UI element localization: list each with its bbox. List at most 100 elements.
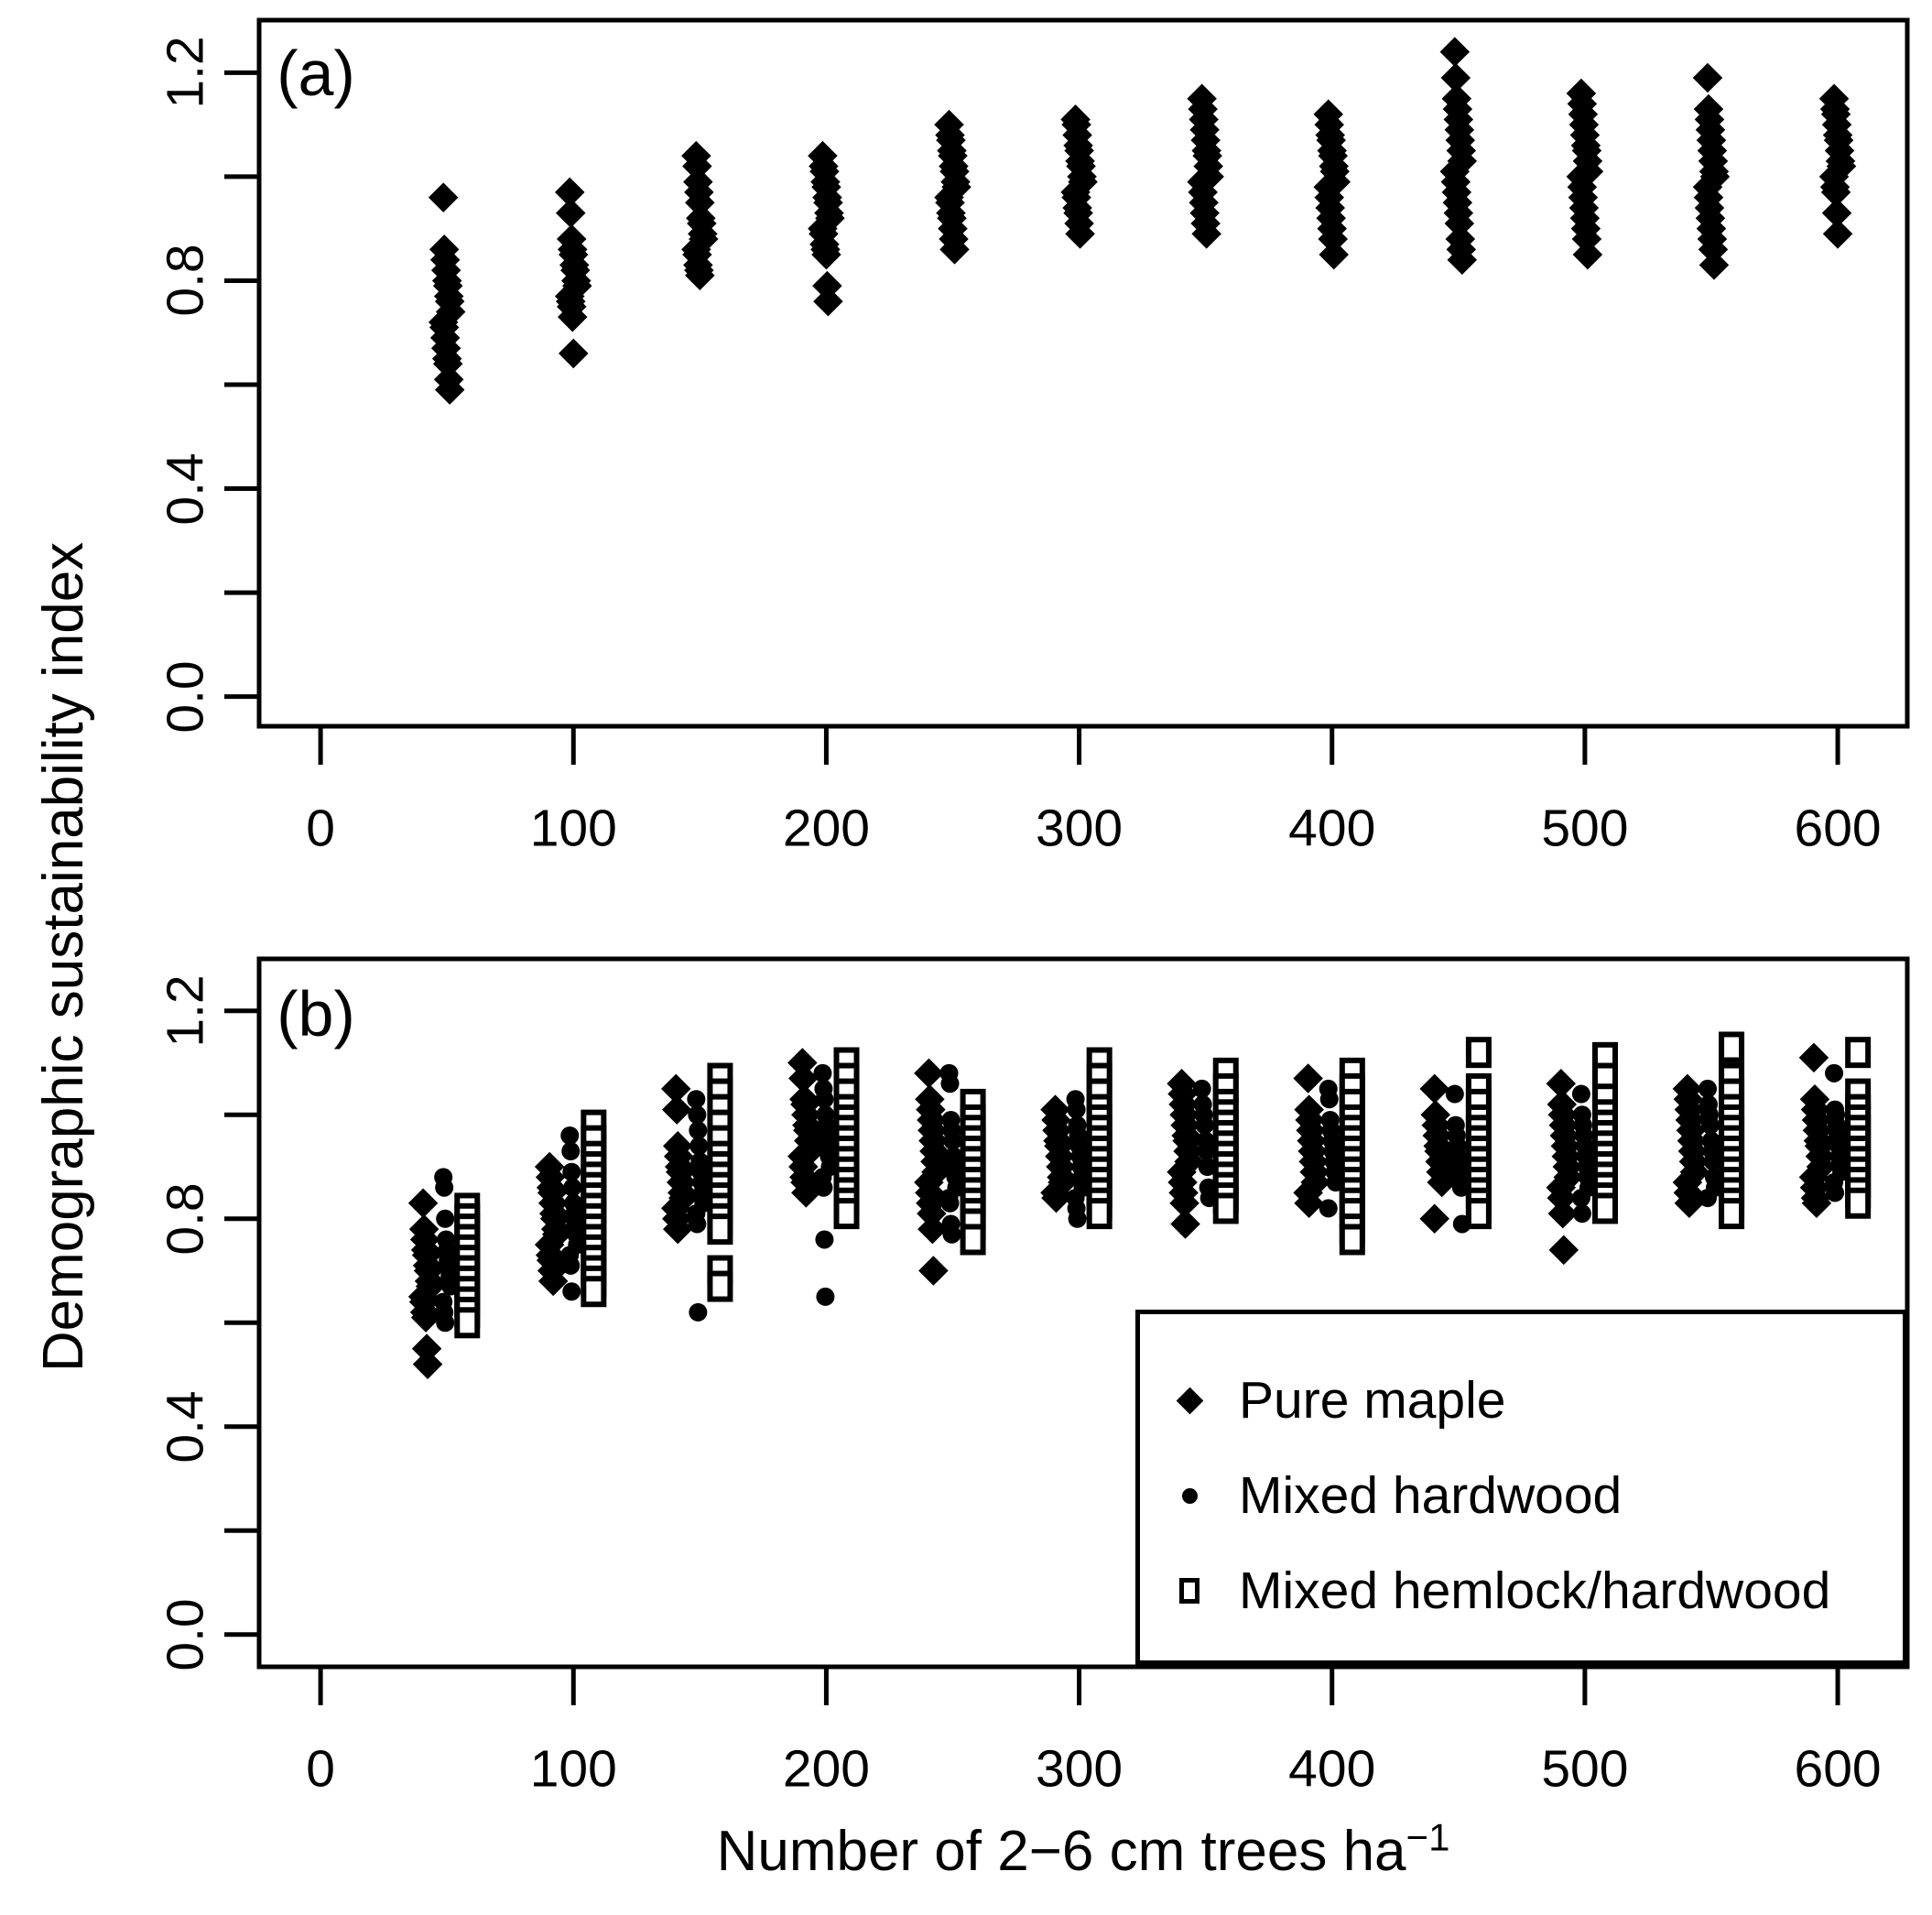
data-point-filled-dot — [688, 1214, 707, 1234]
data-point-open-square — [1719, 1031, 1745, 1063]
data-point-filled-dot — [436, 1209, 455, 1228]
data-point-open-square — [833, 1198, 860, 1230]
data-point-open-square — [1086, 1198, 1113, 1230]
data-point-filled-dot — [816, 1287, 835, 1306]
data-point-filled-dot — [562, 1162, 581, 1181]
data-point-filled-diamond — [662, 1213, 693, 1245]
x-tick-label: 600 — [1794, 1739, 1882, 1799]
data-point-filled-diamond — [410, 1302, 441, 1333]
data-point-filled-dot — [436, 1313, 455, 1333]
data-point-filled-diamond — [917, 1213, 948, 1245]
data-point-filled-dot — [1700, 1115, 1720, 1135]
y-tick-label: 0.0 — [156, 1598, 215, 1671]
y-tick-label: 0.4 — [156, 452, 215, 526]
data-point-filled-dot — [815, 1090, 834, 1109]
data-point-filled-diamond — [1440, 62, 1471, 93]
legend-row-mixed-hemlock-hardwood: Mixed hemlock/hardwood — [1140, 1543, 1903, 1638]
data-point-filled-dot — [814, 1178, 833, 1197]
data-point-filled-dot — [1192, 1079, 1211, 1098]
data-point-filled-dot — [1572, 1204, 1591, 1224]
x-tick-label: 400 — [1288, 799, 1376, 858]
data-point-filled-diamond — [1547, 1198, 1579, 1229]
data-point-filled-diamond — [1699, 250, 1730, 280]
data-point-filled-diamond — [939, 234, 970, 265]
x-tick-label: 500 — [1541, 1739, 1629, 1799]
data-point-filled-dot — [435, 1178, 454, 1197]
x-axis-title: Number of 2−6 cm trees ha−1 — [716, 1818, 1450, 1883]
data-point-filled-diamond — [1821, 198, 1852, 228]
panel-a-letter: (a) — [277, 38, 355, 109]
data-point-filled-dot — [1319, 1090, 1339, 1109]
data-point-filled-diamond — [1427, 1167, 1457, 1198]
x-tick-label: 200 — [782, 1739, 870, 1799]
data-point-filled-diamond — [407, 1188, 439, 1219]
data-point-filled-dot — [1825, 1063, 1844, 1083]
data-point-filled-dot — [563, 1178, 582, 1197]
data-point-filled-diamond — [914, 1058, 944, 1089]
data-point-filled-dot — [1698, 1079, 1717, 1098]
data-point-filled-dot — [1067, 1100, 1086, 1119]
data-point-filled-dot — [560, 1126, 580, 1145]
data-point-filled-dot — [689, 1302, 708, 1322]
data-point-filled-dot — [688, 1105, 707, 1125]
data-point-filled-diamond — [918, 1256, 949, 1286]
data-point-filled-diamond — [1447, 245, 1478, 275]
x-tick-label: 200 — [782, 799, 870, 858]
legend-label: Mixed hemlock/hardwood — [1239, 1561, 1831, 1620]
data-point-open-square — [960, 1224, 986, 1256]
panel-a-border — [256, 17, 1910, 729]
data-point-filled-diamond — [1419, 1073, 1449, 1104]
data-point-filled-diamond — [791, 1178, 821, 1208]
data-point-filled-dot — [940, 1193, 960, 1213]
data-point-filled-diamond — [1419, 1203, 1449, 1235]
data-point-filled-dot — [1197, 1141, 1216, 1160]
data-point-filled-diamond — [1692, 62, 1723, 93]
data-point-open-square — [707, 1213, 733, 1246]
data-point-filled-dot — [943, 1131, 962, 1150]
y-tick-label: 1.2 — [156, 974, 215, 1048]
data-point-filled-diamond — [811, 239, 841, 270]
data-point-filled-dot — [561, 1256, 581, 1275]
data-point-open-square — [454, 1307, 481, 1339]
x-tick-label: 300 — [1036, 1739, 1123, 1799]
data-point-filled-dot — [689, 1121, 708, 1140]
data-point-filled-diamond — [1801, 1188, 1832, 1219]
data-point-filled-diamond — [1170, 1209, 1200, 1239]
data-point-filled-dot — [1319, 1199, 1338, 1218]
data-point-filled-diamond — [1191, 219, 1221, 249]
data-point-filled-dot — [1445, 1084, 1464, 1104]
data-point-filled-dot — [1698, 1189, 1717, 1208]
x-tick-label: 500 — [1541, 799, 1629, 858]
x-tick-label: 600 — [1794, 799, 1882, 858]
data-point-filled-diamond — [559, 338, 589, 369]
legend-marker-cell — [1140, 1387, 1239, 1414]
data-point-filled-dot — [689, 1137, 709, 1156]
data-point-filled-diamond — [412, 1349, 443, 1379]
data-point-open-square — [1212, 1192, 1239, 1224]
data-point-filled-dot — [1198, 1158, 1217, 1177]
data-point-filled-dot — [687, 1090, 706, 1109]
data-point-open-square — [1339, 1224, 1365, 1256]
data-point-filled-diamond — [1439, 37, 1471, 67]
data-point-filled-dot — [1068, 1209, 1087, 1228]
legend-row-mixed-hardwood: Mixed hardwood — [1140, 1448, 1903, 1543]
data-point-filled-dot — [813, 1063, 832, 1083]
filled-diamond-icon — [1176, 1387, 1203, 1414]
data-point-filled-dot — [1703, 1152, 1722, 1171]
data-point-filled-dot — [1826, 1183, 1845, 1202]
data-point-filled-diamond — [1293, 1063, 1323, 1094]
data-point-filled-diamond — [1065, 219, 1095, 249]
data-point-filled-diamond — [1319, 239, 1350, 270]
data-point-filled-dot — [562, 1282, 581, 1301]
data-point-filled-diamond — [1294, 1188, 1324, 1219]
x-axis-title-main: Number of 2−6 cm trees ha — [716, 1820, 1406, 1883]
panel-b-letter: (b) — [277, 978, 355, 1050]
data-point-open-square — [1845, 1037, 1872, 1069]
data-point-filled-diamond — [555, 177, 585, 208]
data-point-filled-diamond — [1546, 1068, 1577, 1099]
data-point-filled-diamond — [788, 1063, 819, 1094]
y-tick-label: 0.8 — [156, 1182, 215, 1256]
data-point-filled-diamond — [1548, 1235, 1579, 1266]
